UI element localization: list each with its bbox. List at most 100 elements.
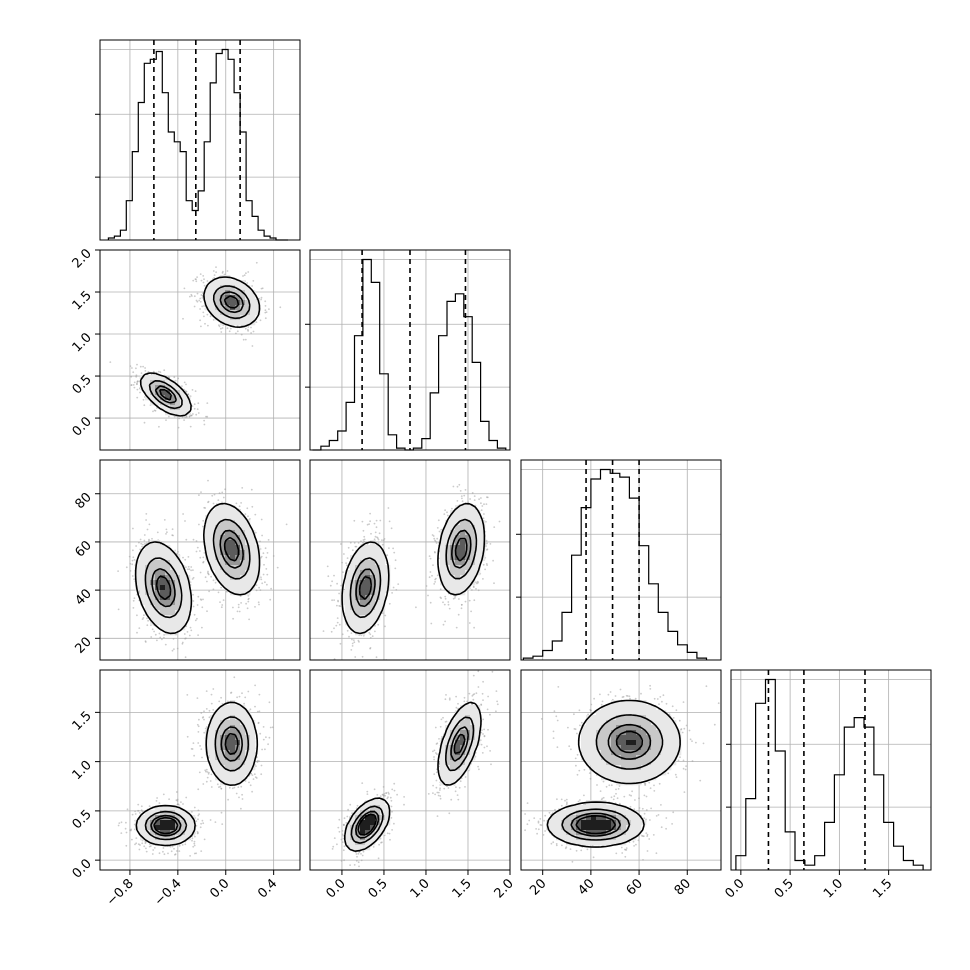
density-cell (245, 315, 251, 321)
density-cell (365, 595, 371, 601)
density-cell (140, 380, 146, 386)
sample-point (137, 380, 139, 383)
density-cell (460, 545, 466, 551)
density-cell (160, 550, 166, 556)
sample-point (200, 294, 203, 296)
density-cell (180, 600, 186, 606)
sample-point (451, 507, 453, 510)
density-cell (175, 570, 181, 576)
sample-point (232, 606, 234, 609)
sample-point (190, 569, 193, 572)
density-cell (165, 610, 171, 616)
density-cell (470, 575, 476, 581)
density-cell (180, 620, 186, 626)
density-cell (175, 395, 181, 401)
density-cell (155, 600, 161, 606)
density-cell (380, 595, 386, 601)
sample-point (446, 511, 448, 514)
density-cell (215, 310, 221, 316)
density-cell (445, 525, 451, 531)
sample-point (428, 555, 431, 557)
density-cell (245, 570, 251, 576)
sample-point (199, 598, 202, 601)
sample-point (185, 415, 188, 418)
sample-point (264, 317, 267, 320)
density-cell (350, 565, 356, 571)
density-cell (360, 590, 366, 596)
density-cell (245, 555, 251, 561)
sample-point (158, 632, 161, 635)
sample-point (163, 634, 166, 636)
density-cell (150, 610, 156, 616)
sample-point (221, 604, 224, 606)
density-cell (220, 565, 226, 571)
density-cell (140, 560, 146, 566)
sample-point (485, 539, 488, 542)
contour-line (139, 276, 261, 417)
density-cell (145, 580, 151, 586)
density-cell (175, 605, 181, 611)
density-cell (245, 305, 251, 311)
density-cell (475, 530, 481, 536)
sample-point (242, 338, 245, 341)
sample-point (250, 332, 253, 334)
density-cell (185, 585, 191, 591)
density-cell (465, 540, 471, 546)
sample-point (362, 541, 364, 544)
sample-point (132, 384, 135, 386)
density-cell (365, 590, 371, 596)
density-cell (205, 525, 211, 531)
sample-point (184, 637, 187, 640)
density-cell (355, 560, 361, 566)
density-cell (205, 300, 211, 306)
sample-point (206, 610, 208, 613)
density-cell (150, 555, 156, 561)
sample-point (339, 642, 342, 645)
sample-point (252, 280, 255, 282)
density-cell (180, 390, 186, 396)
density-cell (180, 410, 186, 416)
sample-point (197, 634, 200, 636)
density-cell (350, 610, 356, 616)
density-cell (225, 315, 231, 321)
sample-point (239, 595, 242, 597)
density-cell (240, 560, 246, 566)
sample-point (152, 370, 155, 373)
sample-point (346, 629, 349, 632)
sample-point (190, 414, 193, 417)
density-cell (210, 565, 216, 571)
density-cell (375, 610, 381, 616)
sample-point (204, 322, 206, 325)
sample-point (202, 598, 204, 601)
density-cell (170, 555, 176, 561)
sample-point (480, 509, 483, 512)
density-cell (160, 390, 166, 396)
density-cell (225, 300, 231, 306)
sample-point (173, 648, 175, 650)
density-cell (145, 560, 151, 566)
density-cell (170, 605, 176, 611)
sample-point (430, 622, 433, 625)
sample-point (208, 590, 211, 593)
sample-point (429, 601, 432, 604)
density-cell (165, 585, 171, 591)
sample-point (109, 361, 112, 363)
density-cell (155, 395, 161, 401)
density-cell (380, 590, 386, 596)
density-cell (210, 305, 216, 311)
sample-point (151, 537, 153, 540)
density-cell (480, 545, 486, 551)
density-cell (345, 610, 351, 616)
density-cell (140, 575, 146, 581)
sample-point (260, 518, 263, 521)
density-cell (250, 300, 256, 306)
sample-point (237, 606, 240, 609)
sample-point (143, 404, 146, 407)
sample-point (191, 839, 193, 842)
sample-point (203, 552, 206, 554)
sample-point (156, 407, 158, 409)
sample-point (132, 599, 135, 602)
sample-point (264, 309, 267, 312)
density-cell (455, 525, 461, 531)
density-cell (150, 565, 156, 571)
